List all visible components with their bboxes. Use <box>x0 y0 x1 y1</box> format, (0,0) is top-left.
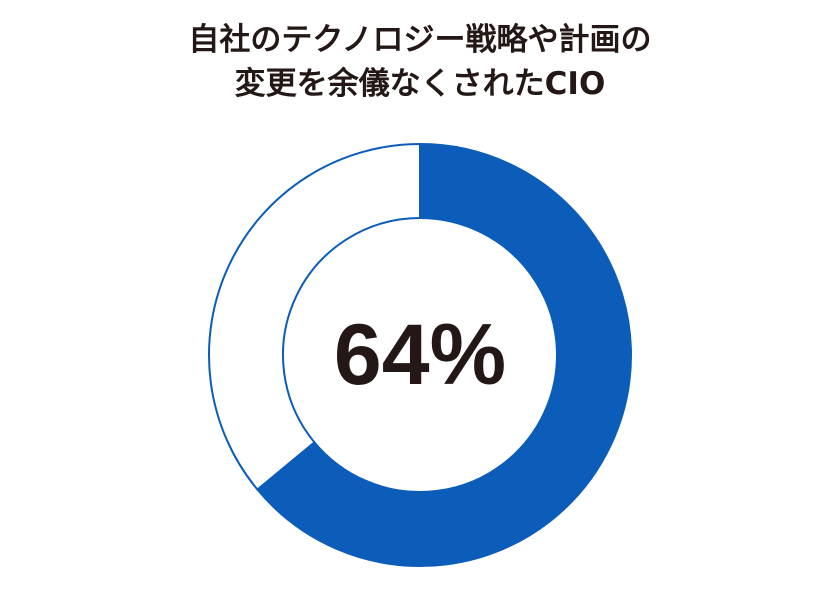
donut <box>208 142 632 567</box>
chart-title: 自社のテクノロジー戦略や計画の <box>188 22 651 58</box>
chart-title: 変更を余儀なくされたCIO <box>235 66 606 102</box>
donut-segment <box>256 142 632 567</box>
donut-segment <box>208 142 421 491</box>
center-label: 64% <box>334 307 506 403</box>
